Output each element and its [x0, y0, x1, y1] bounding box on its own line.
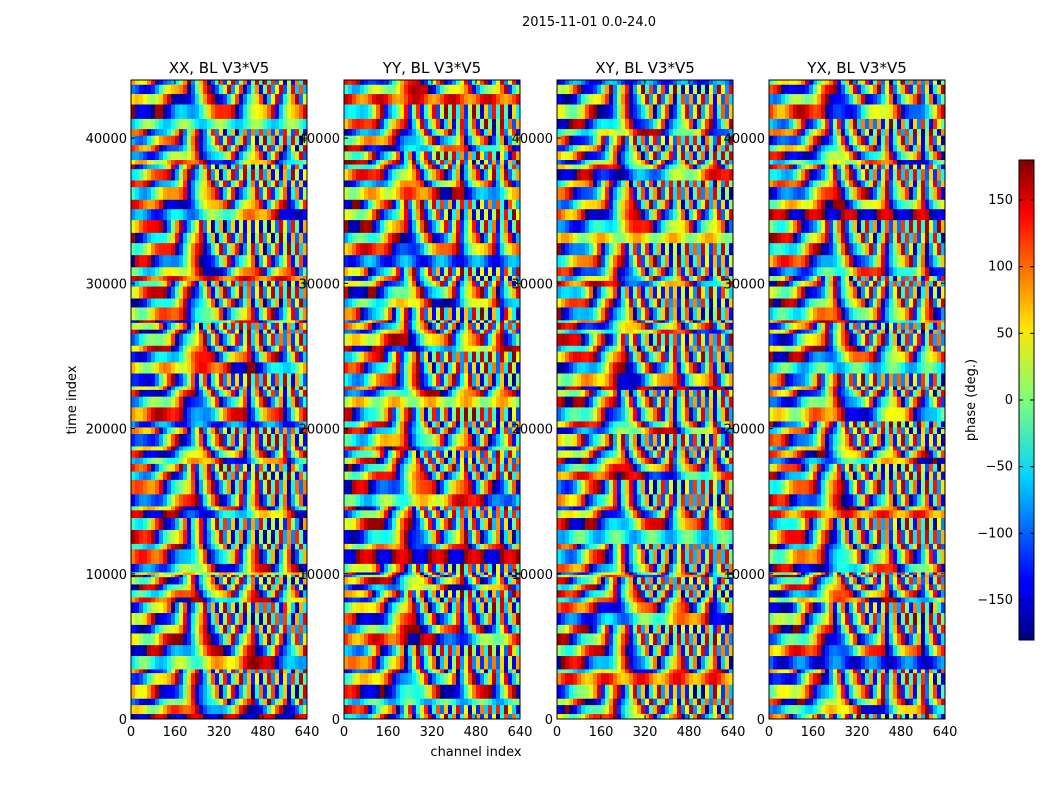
colorbar-tick-label: −100	[977, 526, 1013, 541]
heatmap-cells	[557, 80, 734, 720]
y-axis-label: time index	[65, 365, 80, 434]
y-tick-label: 10000	[86, 568, 127, 583]
colorbar-tick-label: 50	[996, 326, 1013, 341]
panel-0: XX, BL V3*V5 0 160 320 480 640 0 10000 20000 3000…	[86, 59, 320, 740]
y-tick-label: 10000	[512, 568, 553, 583]
heatmap-cells	[131, 80, 308, 720]
y-tick-label: 30000	[724, 277, 765, 292]
x-tick-label: 640	[508, 725, 533, 740]
panel-title: YX, BL V3*V5	[806, 59, 907, 77]
y-tick-label: 30000	[86, 277, 127, 292]
x-tick-label: 480	[889, 725, 914, 740]
y-tick-label: 20000	[86, 423, 127, 438]
y-tick-label: 40000	[86, 132, 127, 147]
y-tick-label: 0	[332, 713, 340, 728]
x-tick-label: 0	[340, 725, 348, 740]
panel-title: YY, BL V3*V5	[382, 59, 481, 77]
y-tick-label: 0	[545, 713, 553, 728]
y-tick-label: 20000	[299, 423, 340, 438]
colorbar: 150 100 50 0 −50 −100 −150 phase (deg.)	[964, 159, 1035, 641]
figure-suptitle: 2015-11-01 0.0-24.0	[522, 15, 656, 30]
x-tick-label: 320	[420, 725, 445, 740]
colorbar-label: phase (deg.)	[964, 359, 979, 441]
colorbar-ticks: 150 100 50 0 −50 −100 −150	[977, 193, 1034, 608]
x-tick-label: 160	[376, 725, 401, 740]
x-tick-label: 640	[295, 725, 320, 740]
x-tick-label: 160	[163, 725, 188, 740]
y-tick-label: 40000	[512, 132, 553, 147]
panel-2: XY, BL V3*V5 0 160 320 480 640 0 10000 20000 3000…	[512, 59, 746, 740]
y-tick-label: 30000	[299, 277, 340, 292]
colorbar-tick-label: −50	[986, 460, 1013, 475]
panel-title: XY, BL V3*V5	[595, 59, 695, 77]
x-axis-label: channel index	[430, 745, 521, 760]
y-tick-label: 0	[757, 713, 765, 728]
heatmap-cells	[769, 80, 946, 720]
panel-1: YY, BL V3*V5 0 160 320 480 640 0 10000 20000 3000…	[299, 59, 533, 740]
colorbar-tick-label: 0	[1005, 393, 1013, 408]
x-tick-label: 320	[207, 725, 232, 740]
colorbar-tick-label: 100	[988, 260, 1013, 275]
panels-group: XX, BL V3*V5 0 160 320 480 640 0 10000 20000 3000…	[86, 59, 958, 740]
x-tick-label: 0	[553, 725, 561, 740]
x-tick-label: 640	[721, 725, 746, 740]
y-tick-label: 10000	[724, 568, 765, 583]
y-tick-label: 20000	[724, 423, 765, 438]
y-tick-label: 40000	[724, 132, 765, 147]
y-tick-label: 10000	[299, 568, 340, 583]
x-tick-label: 160	[589, 725, 614, 740]
x-tick-label: 160	[801, 725, 826, 740]
x-tick-label: 480	[677, 725, 702, 740]
colorbar-tick-label: 150	[988, 193, 1013, 208]
x-tick-label: 320	[633, 725, 658, 740]
panel-title: XX, BL V3*V5	[169, 59, 270, 77]
x-tick-label: 0	[127, 725, 135, 740]
heatmap-cells	[344, 80, 521, 720]
x-tick-label: 640	[933, 725, 958, 740]
y-tick-label: 20000	[512, 423, 553, 438]
x-tick-label: 320	[845, 725, 870, 740]
y-tick-label: 40000	[299, 132, 340, 147]
y-tick-label: 0	[119, 713, 127, 728]
panel-3: YX, BL V3*V5 0 160 320 480 640 0 10000 20000 3000…	[724, 59, 958, 740]
colorbar-tick-label: −150	[977, 593, 1013, 608]
x-tick-label: 480	[251, 725, 276, 740]
x-tick-label: 480	[464, 725, 489, 740]
x-tick-label: 0	[765, 725, 773, 740]
y-tick-label: 30000	[512, 277, 553, 292]
